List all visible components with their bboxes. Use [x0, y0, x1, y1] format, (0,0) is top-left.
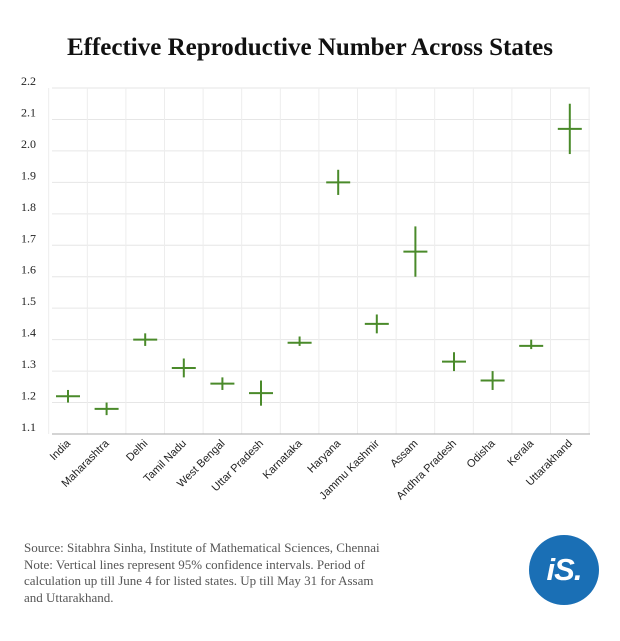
data-point-karnataka: [287, 336, 312, 346]
x-tick-label: Haryana: [305, 437, 344, 476]
chart-footer: Source: Sitabhra Sinha, Institute of Mat…: [24, 540, 484, 606]
y-tick-label: 2.1: [21, 105, 36, 119]
footnote-line-1: Note: Vertical lines represent 95% confi…: [24, 556, 365, 572]
y-tick-label: 1.1: [21, 420, 36, 434]
data-point-haryana: [326, 169, 351, 195]
y-tick-label: 1.8: [21, 200, 36, 214]
data-point-odisha: [480, 371, 505, 390]
data-point-kerala: [519, 339, 544, 350]
x-tick-label: Kerala: [505, 437, 537, 469]
data-point-jammu-kashmir: [364, 314, 389, 334]
y-axis-ticks: 2.2 2.1 2.0 1.9 1.8 1.7 1.6 1.5 1.4 1.3 1.2 1.1: [21, 74, 36, 434]
y-tick-label: 1.6: [21, 263, 36, 277]
y-tick-label: 1.2: [21, 389, 36, 403]
data-point-west-bengal: [210, 377, 235, 390]
x-tick-label: Delhi: [124, 438, 150, 464]
x-tick-label: Odisha: [465, 437, 499, 471]
y-tick-label: 1.3: [21, 357, 36, 371]
y-tick-label: 1.5: [21, 294, 36, 308]
x-tick-label: Assam: [388, 438, 420, 470]
footnote-line-2: calculation up till June 4 for listed st…: [24, 573, 374, 588]
indiaspend-logo: iS.: [529, 535, 599, 605]
data-point-uttar-pradesh: [249, 380, 273, 406]
data-point-india: [56, 389, 80, 403]
data-point-delhi: [133, 333, 158, 346]
data-point-tamil-nadu: [171, 358, 196, 378]
y-tick-label: 2.0: [21, 137, 36, 151]
footnote-line-3: and Uttarakhand.: [24, 589, 114, 605]
source-note: Source: Sitabhra Sinha, Institute of Mat…: [24, 540, 380, 555]
y-tick-label: 2.2: [21, 74, 36, 88]
y-tick-label: 1.7: [21, 231, 36, 245]
chart-grid: [48, 87, 590, 435]
chart-marks: [56, 103, 582, 416]
chart-title: Effective Reproductive Number Across Sta…: [66, 34, 554, 61]
chart: 2.2 2.1 2.0 1.9 1.8 1.7 1.6 1.5 1.4 1.3 1.2 1.1 Ind…: [21, 74, 590, 502]
x-tick-label: India: [48, 437, 74, 463]
data-point-andhra-pradesh: [442, 352, 466, 372]
data-point-assam: [403, 226, 428, 277]
data-point-maharashtra: [94, 402, 119, 416]
y-tick-label: 1.9: [21, 168, 36, 182]
data-point-uttarakhand: [557, 103, 582, 155]
y-tick-label: 1.4: [21, 326, 36, 340]
x-tick-label: Karnataka: [261, 437, 306, 482]
